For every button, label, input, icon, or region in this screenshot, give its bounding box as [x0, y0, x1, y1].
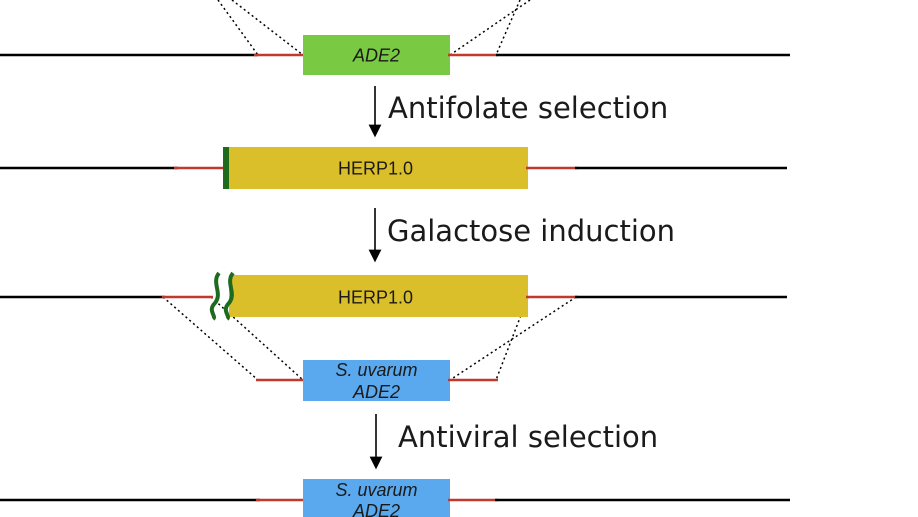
uvarum-ade2-box	[303, 479, 450, 517]
uvarum-box-label-line2: ADE2	[352, 501, 400, 517]
uvarum-box-label-line1: S. uvarum	[335, 360, 417, 380]
herp-box	[223, 147, 528, 189]
cut-site-icon	[209, 271, 221, 321]
herp-box	[229, 275, 528, 317]
dotted-guide	[162, 296, 259, 381]
uvarum-box-label-line2: ADE2	[352, 382, 400, 402]
step-galactose-induction: Galactose induction	[368, 208, 675, 263]
marker-bar	[223, 147, 229, 189]
dotted-guide	[495, 0, 521, 56]
step-label: Antifolate selection	[388, 91, 668, 125]
ade2-box	[303, 35, 450, 75]
step-antifolate-selection: Antifolate selection	[368, 86, 668, 138]
step-label: Galactose induction	[387, 214, 675, 248]
uvarum-ade2-box	[303, 360, 450, 401]
herp-box-label: HERP1.0	[338, 159, 413, 179]
herp-box-label: HERP1.0	[338, 288, 413, 308]
ade2-box-label: ADE2	[352, 46, 400, 66]
step-label: Antiviral selection	[398, 420, 658, 454]
row-5-uvarum-integrated: S. uvarum ADE2	[0, 479, 790, 517]
dotted-guide	[449, 0, 531, 56]
row-4-uvarum-donor: S. uvarum ADE2	[256, 360, 498, 402]
cut-site-icon	[223, 271, 235, 321]
row-3-herp-cleaved: HERP1.0	[0, 271, 787, 381]
row-2-herp-locus: HERP1.0	[0, 147, 787, 189]
row-1-ade2-locus: ADE2	[0, 0, 790, 75]
dotted-guide	[449, 296, 577, 381]
step-antiviral-selection: Antiviral selection	[369, 414, 658, 470]
dotted-guide	[217, 0, 259, 56]
dotted-guide	[231, 0, 304, 56]
uvarum-box-label-line1: S. uvarum	[335, 480, 417, 500]
